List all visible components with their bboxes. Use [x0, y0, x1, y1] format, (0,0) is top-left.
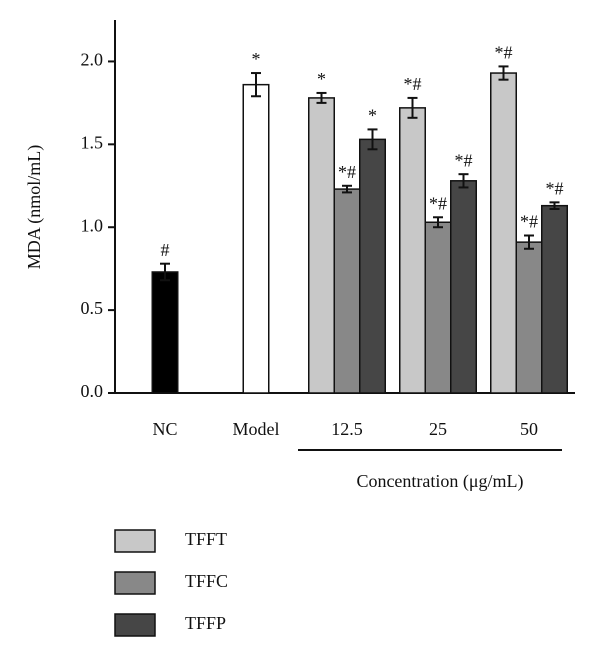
error-bar — [342, 184, 352, 194]
y-axis-label: MDA (nmol/mL) — [24, 145, 45, 270]
bar — [242, 83, 270, 394]
annotation: * — [317, 69, 326, 89]
legend-label: TFFP — [185, 613, 226, 633]
annotation: *# — [429, 193, 447, 213]
error-bar — [367, 128, 378, 151]
bar — [515, 241, 543, 394]
annotation: *# — [338, 162, 356, 182]
x-tick-label: NC — [152, 419, 177, 439]
error-bar — [524, 234, 534, 250]
error-bar — [498, 65, 509, 81]
error-bar — [160, 262, 170, 282]
bar — [151, 271, 179, 394]
group-label: Concentration (μg/mL) — [356, 471, 523, 492]
annotation: *# — [455, 150, 473, 170]
bar — [424, 221, 452, 394]
bar — [399, 107, 426, 394]
x-tick-label: Model — [233, 419, 280, 439]
x-tick-label: 50 — [520, 419, 538, 439]
legend-swatch — [114, 529, 156, 553]
legend-swatch — [114, 613, 156, 637]
error-bar — [316, 91, 327, 104]
error-bar — [433, 216, 443, 229]
legend-swatch — [114, 571, 156, 595]
annotation: * — [252, 49, 261, 69]
y-tick-label: 2.0 — [81, 50, 104, 70]
y-tick-label: 0.0 — [81, 381, 104, 401]
y-tick-label: 1.5 — [81, 132, 104, 152]
legend-label: TFFC — [185, 571, 228, 591]
bar — [490, 72, 517, 394]
bar — [541, 204, 568, 394]
annotation: # — [161, 240, 170, 260]
bar — [359, 138, 386, 394]
error-bar — [407, 96, 418, 119]
annotation: * — [368, 106, 377, 126]
annotation: *# — [404, 74, 422, 94]
x-tick-label: 12.5 — [331, 419, 363, 439]
bar — [308, 97, 335, 394]
bar — [450, 180, 477, 394]
error-bar — [458, 173, 469, 189]
bar — [333, 188, 361, 394]
annotation: *# — [520, 212, 538, 232]
legend-label: TFFT — [185, 529, 227, 549]
error-bar — [549, 201, 560, 210]
x-tick-label: 25 — [429, 419, 447, 439]
y-tick-label: 0.5 — [81, 298, 104, 318]
y-tick-label: 1.0 — [81, 215, 104, 235]
error-bar — [251, 72, 261, 98]
annotation: *# — [495, 43, 513, 63]
annotation: *# — [546, 178, 564, 198]
